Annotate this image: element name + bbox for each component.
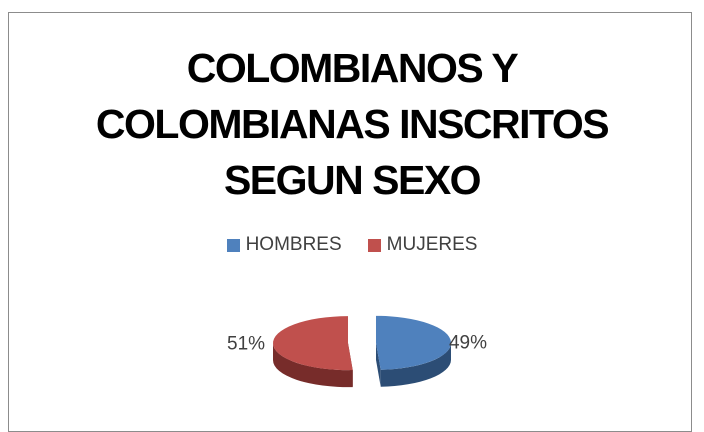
pie-slice-mujeres (273, 316, 353, 371)
chart-title: COLOMBIANOS Y COLOMBIANAS INSCRITOS SEGU… (0, 40, 704, 208)
legend-label-hombres: HOMBRES (245, 234, 342, 255)
pie-slice-edge-hombres (375, 342, 381, 387)
pie-slice-side-mujeres (273, 343, 353, 388)
legend-item-mujeres: MUJERES (367, 234, 478, 256)
data-label-mujeres: 51% (227, 333, 265, 354)
chart-title-line-3: SEGUN SEXO (223, 157, 482, 203)
pie-slice-hombres (375, 315, 451, 370)
legend-swatch-hombres (226, 238, 240, 252)
pie-slice-side-hombres (380, 342, 451, 387)
legend-label-mujeres: MUJERES (386, 234, 478, 255)
data-label-hombres: 49% (449, 333, 487, 354)
chart-title-line-2: COLOMBIANAS INSCRITOS (95, 101, 610, 147)
pie-slices (273, 315, 451, 388)
legend-item-hombres: HOMBRES (226, 234, 342, 256)
chart-title-line-1: COLOMBIANOS Y (186, 45, 519, 91)
chart-legend: HOMBRES MUJERES (0, 234, 704, 256)
legend-swatch-mujeres (367, 238, 381, 252)
